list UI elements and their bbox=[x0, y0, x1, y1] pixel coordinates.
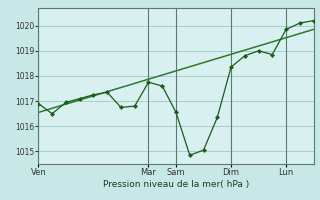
X-axis label: Pression niveau de la mer( hPa ): Pression niveau de la mer( hPa ) bbox=[103, 180, 249, 189]
